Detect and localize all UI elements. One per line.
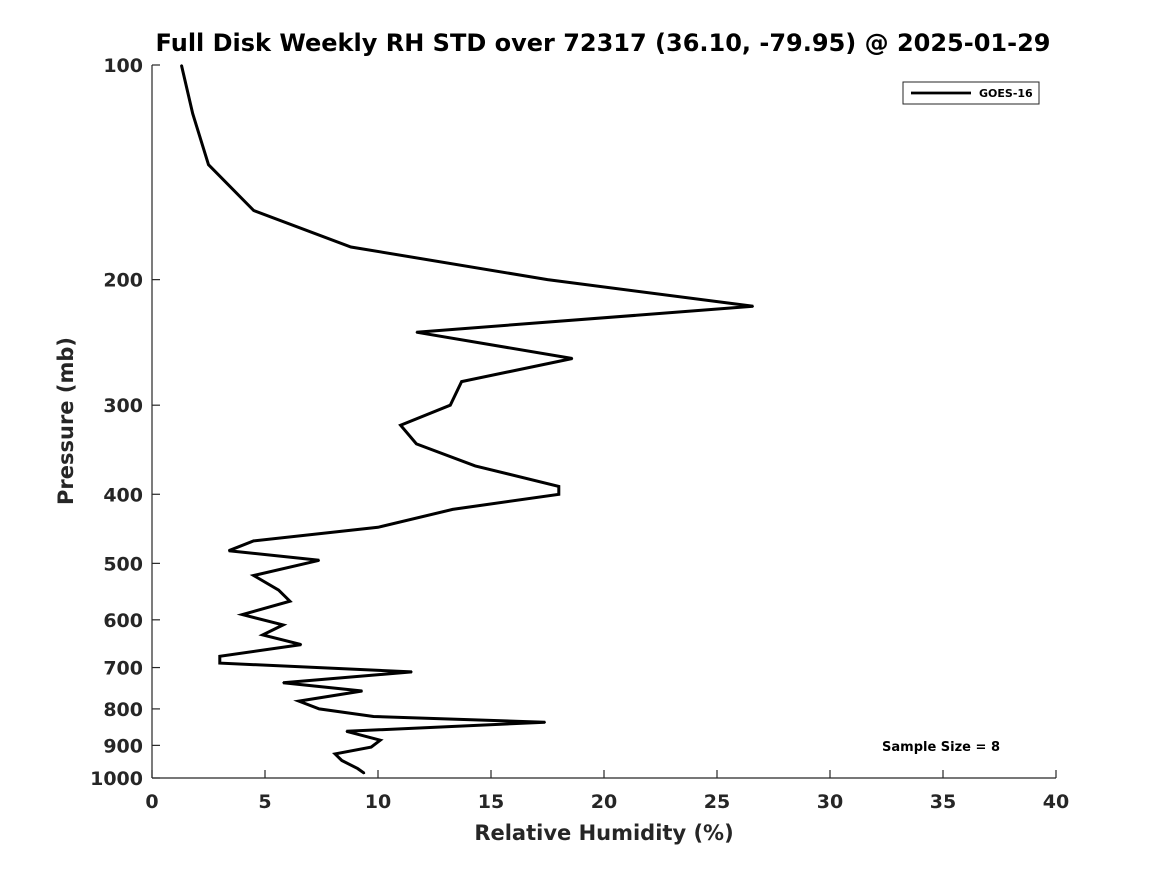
data-point <box>318 559 321 562</box>
data-point <box>228 549 230 552</box>
sample-size-annotation: Sample Size = 8 <box>882 740 1000 755</box>
data-point <box>289 600 291 602</box>
data-point <box>341 759 343 762</box>
series-layer <box>179 64 754 775</box>
y-tick-label: 300 <box>103 395 143 417</box>
data-point <box>252 540 255 542</box>
data-point <box>379 739 382 741</box>
legend: GOES-16 <box>902 81 1040 105</box>
plot-area <box>152 65 1056 778</box>
data-point <box>558 485 560 488</box>
data-point <box>546 278 549 281</box>
x-tick-label: 5 <box>258 791 271 813</box>
data-point <box>219 655 221 658</box>
data-point <box>219 662 221 664</box>
data-point <box>356 767 359 770</box>
data-point <box>558 493 560 496</box>
data-point <box>361 690 364 692</box>
data-point <box>415 443 418 445</box>
data-point <box>207 163 210 166</box>
y-tick-label: 700 <box>103 658 143 680</box>
data-point <box>300 643 303 646</box>
data-point <box>298 700 300 702</box>
y-tick-label: 900 <box>103 735 143 757</box>
x-axis-label: Relative Humidity (%) <box>474 821 733 845</box>
data-point <box>180 64 183 66</box>
y-tick-label: 500 <box>103 553 143 575</box>
data-point <box>241 613 244 616</box>
y-tick-label: 400 <box>103 484 143 506</box>
series-line-goes-16 <box>179 64 754 775</box>
data-point <box>460 380 463 383</box>
data-point <box>261 634 264 636</box>
data-point <box>544 721 546 723</box>
data-point <box>282 624 284 626</box>
y-axis-label: Pressure (mb) <box>54 337 78 505</box>
data-point <box>571 357 574 360</box>
x-tick-label: 25 <box>704 791 730 813</box>
y-tick-label: 600 <box>103 610 143 632</box>
data-point <box>415 331 418 334</box>
data-point <box>318 708 321 710</box>
data-point <box>334 753 336 755</box>
data-point <box>350 246 352 248</box>
x-tick-label: 15 <box>478 791 504 813</box>
data-point <box>752 305 754 308</box>
data-point <box>411 671 413 673</box>
data-point <box>252 209 255 212</box>
data-point <box>377 526 379 529</box>
y-tick-label: 200 <box>103 270 143 292</box>
data-point <box>282 681 284 684</box>
data-point <box>449 404 452 407</box>
x-tick-label: 20 <box>591 791 617 813</box>
data-point <box>252 574 255 577</box>
data-point <box>474 465 477 467</box>
y-tick-label: 800 <box>103 699 143 721</box>
data-point <box>399 424 402 427</box>
x-tick-label: 40 <box>1043 791 1069 813</box>
chart-title: Full Disk Weekly RH STD over 72317 (36.1… <box>156 29 1051 57</box>
y-axis-ticks: 100 200 300 400 500 600 700 800 900 1000 <box>90 55 160 790</box>
data-point <box>363 772 366 775</box>
x-axis-ticks: 0 5 10 15 20 25 30 35 40 <box>145 770 1069 813</box>
y-tick-label: 1000 <box>90 768 143 790</box>
x-tick-label: 35 <box>930 791 956 813</box>
data-point <box>370 746 373 748</box>
data-point <box>191 112 194 115</box>
x-tick-label: 30 <box>817 791 843 813</box>
data-point <box>372 715 375 718</box>
y-tick-label: 100 <box>103 55 143 77</box>
x-tick-label: 0 <box>145 791 158 813</box>
data-point <box>277 589 280 591</box>
x-tick-label: 10 <box>365 791 391 813</box>
legend-entry-goes-16: GOES-16 <box>979 87 1033 100</box>
data-point <box>345 730 348 733</box>
data-point <box>451 508 454 511</box>
